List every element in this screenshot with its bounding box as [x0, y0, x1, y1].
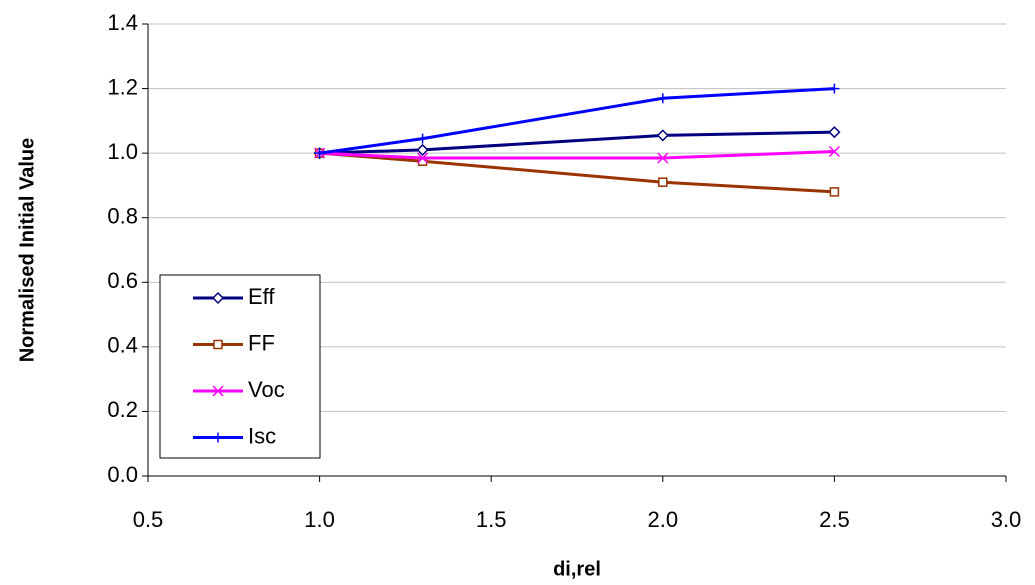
marker — [416, 143, 429, 156]
y-tick-label: 0.2 — [107, 397, 138, 422]
x-tick-label: 1.0 — [304, 507, 335, 532]
legend-label: FF — [248, 330, 275, 355]
y-tick-label: 1.0 — [107, 139, 138, 164]
marker — [314, 148, 325, 159]
legend: Eff FF Voc Isc — [159, 274, 321, 459]
marker — [417, 133, 428, 144]
marker — [657, 93, 668, 104]
y-axis-title: Normalised Initial Value — [16, 138, 38, 363]
marker — [656, 129, 669, 142]
x-axis-title: di,rel — [553, 558, 601, 580]
y-tick-label: 0.0 — [107, 462, 138, 487]
marker — [829, 83, 840, 94]
y-tick-label: 0.8 — [107, 204, 138, 229]
legend-box — [159, 274, 321, 459]
series-line — [319, 130, 835, 155]
x-tick-label: 2.5 — [819, 507, 850, 532]
x-tick-label: 3.0 — [991, 507, 1022, 532]
series-line — [319, 151, 835, 194]
x-tick-label: 2.0 — [648, 507, 679, 532]
y-tick-label: 0.6 — [107, 268, 138, 293]
marker — [213, 432, 223, 443]
marker — [211, 291, 225, 305]
y-tick-label: 1.4 — [107, 10, 138, 35]
marker — [417, 152, 429, 164]
x-tick-label: 1.5 — [476, 507, 507, 532]
marker — [828, 126, 841, 139]
marker — [657, 152, 669, 164]
legend-label: Isc — [248, 423, 276, 448]
x-tick-label: 0.5 — [133, 507, 164, 532]
marker — [213, 339, 223, 350]
legend-label: Eff — [248, 284, 275, 309]
marker — [829, 187, 840, 197]
marker — [212, 385, 224, 397]
marker — [828, 145, 840, 158]
y-tick-label: 0.4 — [107, 333, 138, 358]
marker — [658, 177, 668, 187]
series-line — [319, 150, 835, 160]
y-tick-label: 1.2 — [107, 74, 138, 99]
legend-label: Voc — [248, 377, 285, 402]
series-line — [319, 87, 835, 155]
